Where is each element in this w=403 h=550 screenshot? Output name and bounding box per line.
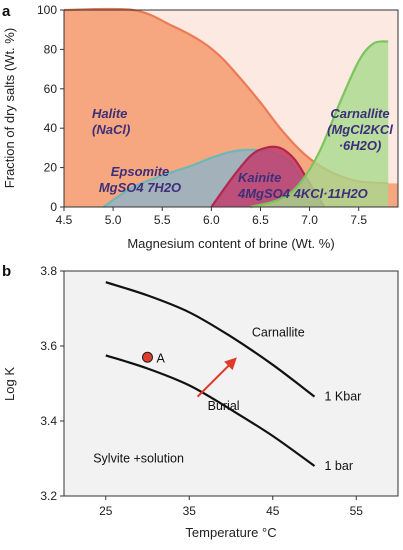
region-label-sylvite: Sylvite +solution (93, 451, 184, 465)
y-tick-label: 3.2 (40, 489, 57, 503)
annotation-carnallite: (MgCl2KCl (327, 122, 393, 137)
panel-b-annotations: Carnallite Sylvite +solution (93, 326, 304, 466)
line-label-1bar: 1 bar (325, 459, 354, 473)
line-1kbar (105, 281, 316, 398)
x-tick-label: 7.5 (350, 213, 367, 227)
line-1bar (105, 354, 316, 467)
x-tick-label: 55 (350, 504, 364, 518)
annotation-kainite: Kainite (238, 170, 281, 185)
panel-b-lines: 1 Kbar 1 bar A Burial (105, 281, 362, 473)
panel-b-x-axis-label: Temperature °C (185, 525, 276, 540)
panel-a-frame (63, 9, 399, 208)
x-tick-label: 5.5 (154, 213, 171, 227)
annotation-carnallite: Carnallite (330, 106, 389, 121)
y-tick-label: 80 (44, 42, 58, 56)
panel-a-areas (63, 7, 398, 209)
burial-label: Burial (208, 399, 240, 413)
panel-a-y-axis-label: Fraction of dry salts (Wt. %) (2, 28, 17, 188)
annotation-halite: Halite (92, 106, 127, 121)
x-tick-label: 7.0 (301, 213, 318, 227)
panel-b-ticks: 25 35 45 55 3.2 3.4 3.6 3.8 (40, 264, 363, 518)
point-a-label: A (157, 351, 166, 365)
y-tick-label: 3.6 (40, 339, 57, 353)
annotation-epsomite: MgSO4 7H2O (99, 180, 181, 195)
area-carnallite (250, 41, 389, 207)
panel-a-ticks: 4.5 5.0 5.5 6.0 6.5 7.0 7.5 0 20 40 60 80 100 (37, 3, 367, 227)
panel-b-frame (63, 270, 399, 497)
line-label-1kbar: 1 Kbar (325, 390, 362, 404)
y-tick-label: 40 (44, 121, 58, 135)
annotation-carnallite: ·6H2O) (339, 138, 382, 153)
panel-b-y-axis-label: Log K (2, 367, 17, 401)
panel-a-x-axis-label: Magnesium content of brine (Wt. %) (127, 236, 334, 251)
point-a (142, 351, 153, 363)
panel-b-label: b (2, 263, 11, 280)
annotation-kainite: 4MgSO4 4KCl·11H2O (237, 186, 368, 201)
y-tick-label: 100 (37, 3, 57, 17)
area-halite (64, 8, 398, 207)
burial-arrow (196, 357, 237, 398)
region-label-carnallite: Carnallite (252, 326, 305, 340)
x-tick-label: 25 (99, 504, 113, 518)
x-tick-label: 5.0 (105, 213, 122, 227)
y-tick-label: 3.8 (40, 264, 57, 278)
annotation-epsomite: Epsomite (111, 164, 170, 179)
panel-a-plot: 4.5 5.0 5.5 6.0 6.5 7.0 7.5 0 20 40 60 80 100 Halite… (37, 3, 399, 227)
panel-a-label: a (2, 3, 11, 20)
y-tick-label: 0 (50, 200, 57, 214)
y-tick-label: 20 (44, 161, 58, 175)
x-tick-label: 6.0 (203, 213, 220, 227)
x-tick-label: 6.5 (252, 213, 269, 227)
annotation-halite: (NaCl) (92, 122, 130, 137)
x-tick-label: 45 (266, 504, 280, 518)
y-tick-label: 3.4 (40, 414, 57, 428)
y-tick-label: 60 (44, 82, 58, 96)
x-tick-label: 35 (183, 504, 197, 518)
curve-carnallite (250, 40, 389, 209)
x-tick-label: 4.5 (56, 213, 73, 227)
